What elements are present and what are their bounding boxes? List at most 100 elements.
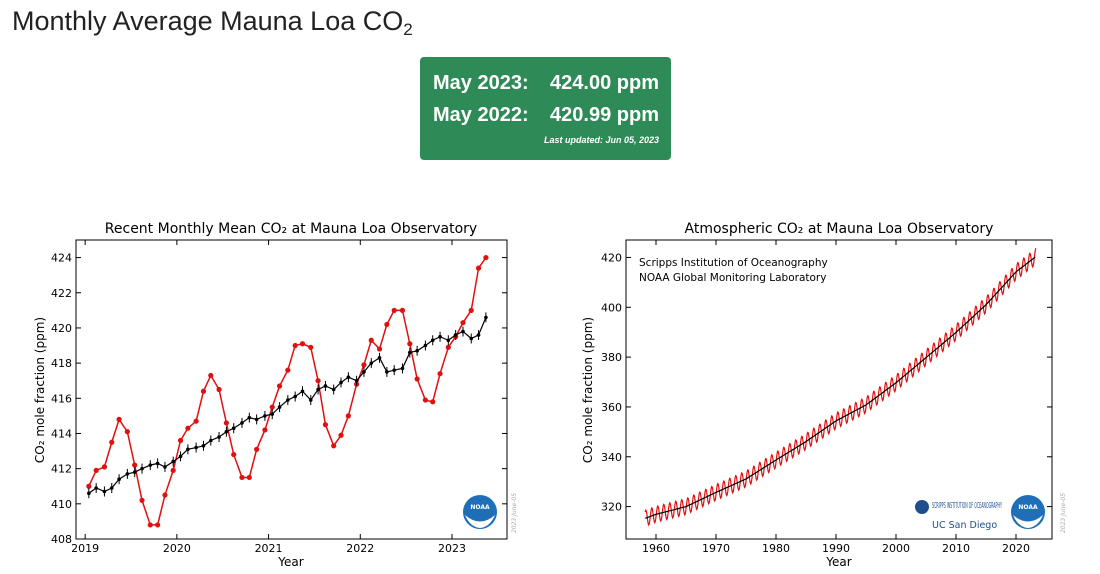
- chart2-title: Atmospheric CO₂ at Mauna Loa Observatory: [685, 221, 994, 237]
- y-tick-label: 340: [601, 451, 622, 464]
- y-tick-label: 414: [51, 427, 72, 440]
- y-tick-label: 410: [51, 498, 72, 511]
- y-tick-label: 380: [601, 351, 622, 364]
- seasonal-point: [437, 371, 443, 377]
- trend-point: [247, 415, 252, 420]
- seasonal-point: [399, 307, 406, 313]
- chart2-annotation-noaa: NOAA Global Monitoring Laboratory: [639, 272, 826, 284]
- trend-point: [476, 333, 481, 337]
- trend-point: [407, 350, 412, 355]
- seasonal-point: [276, 383, 283, 389]
- current-year-value: 424.00 ppm: [550, 72, 659, 94]
- seasonal-point: [338, 432, 344, 438]
- trend-point: [231, 426, 236, 430]
- trend-point: [293, 394, 297, 399]
- chart2-series: [644, 247, 1037, 527]
- y-tick-label: 360: [601, 401, 622, 414]
- x-tick-label: 2020: [1002, 542, 1030, 555]
- seasonal-point: [292, 342, 298, 349]
- trend-point: [117, 477, 121, 482]
- previous-year-value: 420.99 ppm: [550, 104, 659, 126]
- seasonal-point: [269, 404, 275, 410]
- seasonal-point: [147, 522, 153, 528]
- seasonal-point: [132, 462, 138, 468]
- seasonal-point: [262, 427, 268, 433]
- trend-point: [316, 387, 320, 392]
- chart1-frame: [75, 239, 508, 540]
- co2-summary-panel: May 2023: 424.00 ppm May 2022: 420.99 pp…: [420, 57, 671, 160]
- x-tick-label: 2019: [71, 542, 99, 555]
- trend-point: [461, 329, 465, 334]
- page-title: Monthly Average Mauna Loa CO2: [12, 6, 413, 40]
- trend-point: [125, 472, 130, 476]
- trend-point: [140, 466, 144, 471]
- x-tick-label: 1960: [642, 542, 670, 555]
- seasonal-point: [414, 376, 420, 382]
- seasonal-point: [331, 443, 337, 449]
- seasonal-point: [93, 467, 99, 474]
- y-tick-label: 424: [51, 252, 72, 265]
- current-year-label: May 2023:: [433, 72, 529, 94]
- trend-line: [644, 256, 1036, 519]
- seasonal-point: [315, 378, 321, 384]
- trend-point: [178, 454, 183, 459]
- trend-point: [163, 465, 167, 469]
- seasonal-point: [361, 362, 367, 368]
- trend-point: [438, 334, 442, 339]
- noaa-logo-chart1: NOAA: [463, 495, 497, 529]
- page-title-subscript: 2: [403, 20, 413, 39]
- seasonal-point: [468, 307, 474, 313]
- seasonal-point: [116, 416, 122, 422]
- trend-point: [194, 445, 198, 450]
- trend-point: [446, 338, 451, 343]
- trend-point: [400, 366, 405, 371]
- chart1-ticks: 2019 2020 2021 2022 2023 408 410 412 414 416 418 42…: [51, 240, 507, 555]
- trend-point: [148, 463, 153, 467]
- trend-point: [469, 336, 474, 341]
- trend-point: [392, 368, 397, 372]
- trend-point: [270, 412, 275, 416]
- seasonal-point: [239, 474, 245, 481]
- trend-point: [201, 443, 206, 448]
- seasonal-point: [246, 474, 252, 481]
- seasonal-point: [475, 265, 482, 271]
- trend-point: [87, 491, 91, 496]
- noaa-logo-text: NOAA: [470, 504, 490, 511]
- chart2-xlabel: Year: [825, 555, 851, 569]
- seasonal-point: [430, 399, 436, 405]
- chart1-xlabel: Year: [277, 555, 303, 569]
- y-tick-label: 418: [51, 357, 72, 370]
- chart2-frame: [625, 239, 1053, 540]
- seasonal-point: [254, 446, 260, 452]
- trend-point: [331, 387, 336, 392]
- seasonal-series-line: [88, 257, 487, 526]
- chart1-watermark: 2023 June-05: [511, 493, 518, 533]
- noaa-logo-chart2: NOAA: [1011, 495, 1045, 529]
- trend-point: [423, 343, 428, 348]
- trend-series-line: [88, 317, 487, 494]
- x-tick-label: 2000: [882, 542, 910, 555]
- seasonal-point: [445, 344, 451, 350]
- chart2-annotation-scripps: Scripps Institution of Oceanography: [639, 257, 828, 269]
- seasonal-point: [109, 439, 115, 445]
- noaa-logo-text: NOAA: [1018, 504, 1038, 511]
- y-tick-label: 412: [51, 463, 72, 476]
- seasonal-point: [139, 497, 145, 503]
- seasonal-point: [322, 422, 329, 428]
- seasonal-point: [285, 367, 291, 373]
- trend-point: [109, 486, 114, 490]
- page-title-text: Monthly Average Mauna Loa CO: [12, 6, 404, 36]
- trend-point: [300, 389, 305, 394]
- last-updated-text: Last updated: Jun 05, 2023: [543, 135, 659, 145]
- trend-point: [484, 315, 488, 320]
- y-tick-label: 400: [601, 301, 622, 314]
- x-tick-label: 1970: [702, 542, 730, 555]
- seasonal-point: [231, 451, 237, 458]
- chart1-title: Recent Monthly Mean CO₂ at Mauna Loa Obs…: [105, 221, 477, 237]
- x-tick-label: 1990: [822, 542, 850, 555]
- trend-point: [217, 435, 221, 439]
- y-tick-label: 416: [51, 392, 72, 405]
- seasonal-point: [101, 464, 108, 470]
- seasonal-point: [86, 483, 92, 489]
- seasonal-point: [162, 492, 168, 498]
